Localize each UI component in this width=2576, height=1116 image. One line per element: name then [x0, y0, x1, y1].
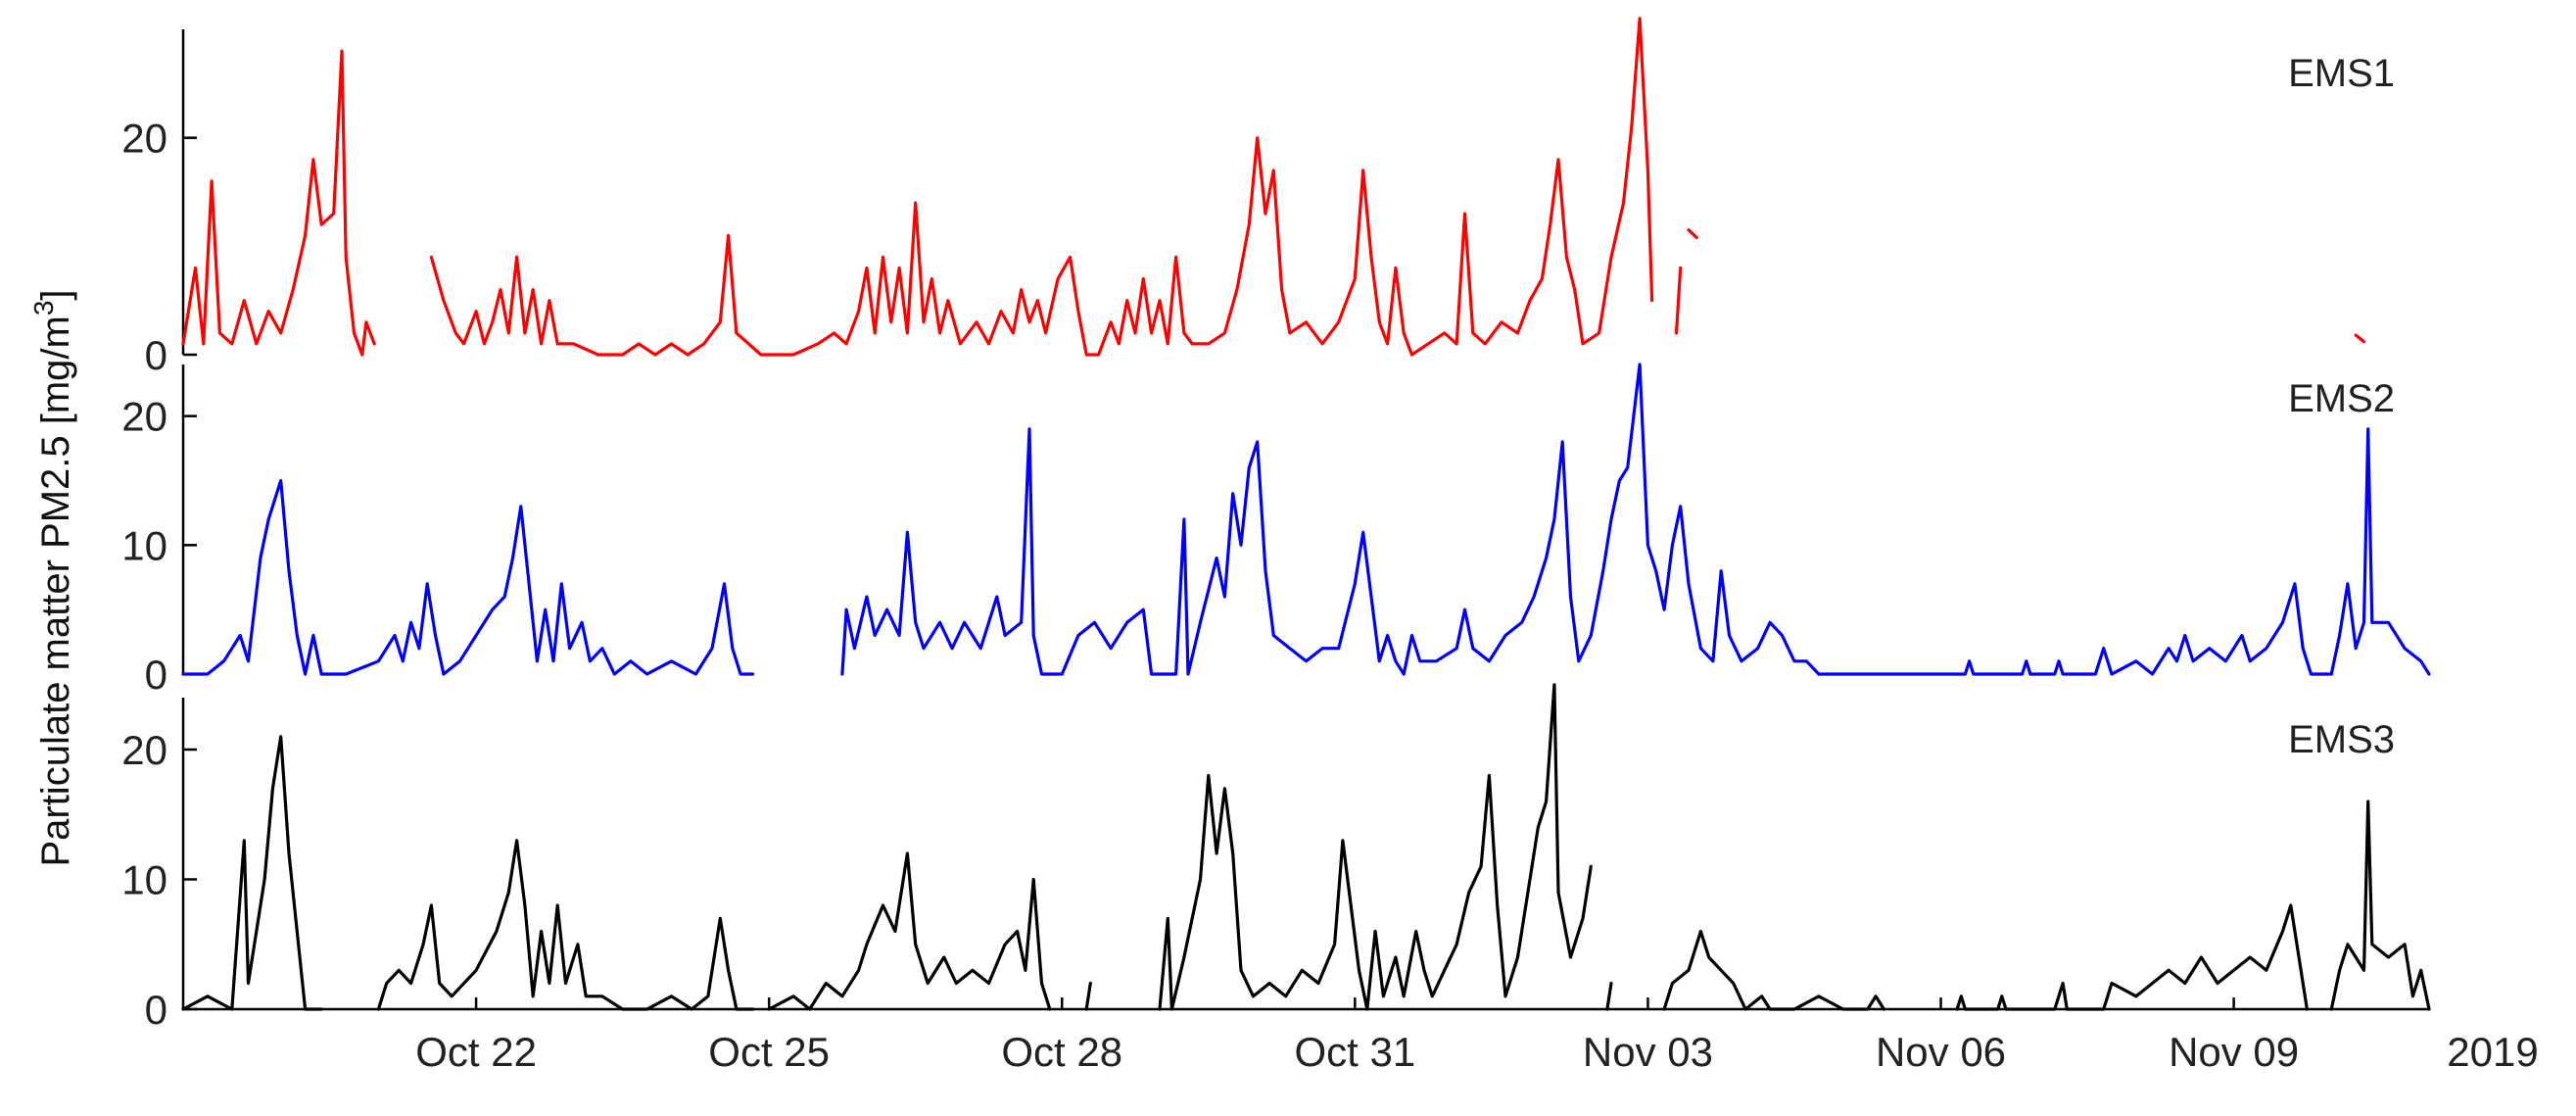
x-tick-label: Oct 22 [415, 1029, 537, 1075]
y-tick-label: 20 [121, 727, 167, 773]
y-tick-label: 0 [145, 652, 167, 698]
series-line-ems3 [1662, 929, 1885, 1011]
series-line-ems1 [1674, 266, 1683, 335]
x-tick-label: Oct 25 [708, 1029, 830, 1075]
y-axis-label-superscript: 3 [28, 301, 59, 316]
x-tick-label: Nov 06 [1876, 1029, 2006, 1075]
y-axis-label-main: Particulate matter PM2.5 [mg/m [34, 315, 77, 866]
panel-ems2: 0 10 20 EMS2 [121, 363, 2431, 698]
x-axis-year-label: 2019 [2447, 1029, 2538, 1075]
y-tick-label: 0 [145, 987, 167, 1033]
series-line-ems3 [376, 839, 755, 1011]
series-line-ems1 [2354, 333, 2366, 344]
panels-group: 0 20 EMS1 0 10 20 EMS2 0 10 20 EMS3 [121, 17, 2431, 1033]
y-tick-label: 20 [121, 116, 167, 162]
panel-label-ems2: EMS2 [2288, 377, 2395, 420]
y-tick-label: 10 [121, 522, 167, 568]
x-tick-label: Nov 03 [1583, 1029, 1713, 1075]
series-line-ems1 [181, 49, 376, 357]
series-line-ems3 [2329, 800, 2431, 1011]
series-line-ems3 [767, 851, 1052, 1011]
series-line-ems3 [1158, 683, 1593, 1011]
x-tick-label: Oct 28 [1001, 1029, 1122, 1075]
panel-ems1: 0 20 EMS1 [121, 17, 2395, 378]
y-axis-label-close: ] [34, 289, 77, 300]
y-tick-label: 20 [121, 394, 167, 440]
x-tick-label: Oct 31 [1294, 1029, 1415, 1075]
y-tick-label: 10 [121, 857, 167, 903]
panel-ems3: 0 10 20 EMS3 [121, 683, 2431, 1033]
x-tick-label: Nov 09 [2169, 1029, 2299, 1075]
series-line-ems1 [1687, 228, 1698, 240]
series-line-ems2 [181, 478, 755, 676]
series-line-ems2 [840, 363, 2431, 676]
series-line-ems1 [429, 17, 1654, 357]
x-axis: Oct 22 Oct 25 Oct 28 Oct 31 Nov 03 Nov 06 Nov … [183, 997, 2539, 1075]
series-line-ems3 [181, 735, 323, 1011]
series-line-ems3 [1084, 981, 1092, 1011]
panel-label-ems1: EMS1 [2288, 52, 2395, 95]
panel-label-ems3: EMS3 [2288, 718, 2395, 761]
y-tick-label: 0 [145, 332, 167, 378]
series-line-ems3 [1605, 981, 1613, 1011]
series-line-ems3 [1955, 903, 2309, 1011]
y-axis-label: Particulate matter PM2.5 [mg/m3] [28, 289, 77, 866]
